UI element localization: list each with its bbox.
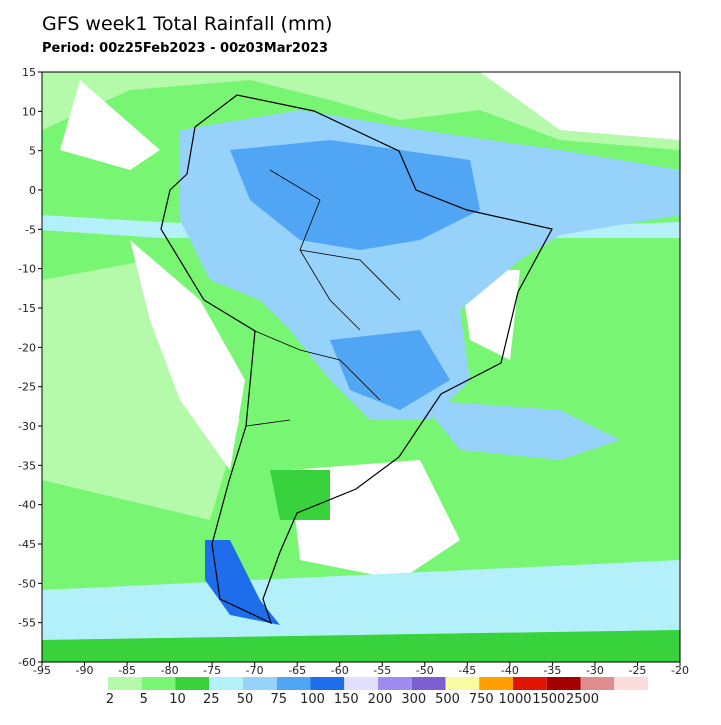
x-tick-label: -75 bbox=[203, 664, 221, 677]
legend-level: 75 bbox=[270, 692, 287, 707]
legend-swatch bbox=[546, 677, 581, 690]
y-tick-label: 10 bbox=[22, 105, 36, 118]
legend-level: 50 bbox=[237, 692, 254, 707]
y-tick-label: -55 bbox=[18, 617, 36, 630]
legend-level: 750 bbox=[469, 692, 494, 707]
legend-level: 100 bbox=[300, 692, 325, 707]
x-tick-label: -40 bbox=[501, 664, 519, 677]
period: Period: 00z25Feb2023 - 00z03Mar2023 bbox=[42, 41, 328, 56]
y-tick-label: -45 bbox=[18, 538, 36, 551]
y-tick-label: -10 bbox=[18, 263, 36, 276]
x-tick-label: -90 bbox=[76, 664, 94, 677]
x-tick-label: -35 bbox=[543, 664, 561, 677]
x-tick-label: -70 bbox=[246, 664, 264, 677]
legend-level: 2 bbox=[106, 692, 114, 707]
legend-level: 1500 bbox=[532, 692, 565, 707]
legend-level: 25 bbox=[203, 692, 220, 707]
y-tick-label: -15 bbox=[18, 302, 36, 315]
legend-level: 2500 bbox=[566, 692, 599, 707]
legend-level: 300 bbox=[401, 692, 426, 707]
x-tick-label: -30 bbox=[586, 664, 604, 677]
legend-swatch bbox=[580, 677, 615, 690]
x-tick-label: -45 bbox=[458, 664, 476, 677]
x-tick-label: -80 bbox=[161, 664, 179, 677]
y-tick-label: -25 bbox=[18, 381, 36, 394]
x-tick-label: -20 bbox=[671, 664, 689, 677]
legend-swatch bbox=[378, 677, 412, 690]
legend-level: 500 bbox=[435, 692, 460, 707]
y-tick-label: -40 bbox=[18, 499, 36, 512]
title: GFS week1 Total Rainfall (mm) bbox=[42, 13, 332, 35]
x-tick-label: -50 bbox=[416, 664, 434, 677]
y-tick-label: -60 bbox=[18, 656, 36, 669]
legend-level: 5 bbox=[140, 692, 148, 707]
legend-swatch bbox=[209, 677, 243, 690]
legend-swatch bbox=[310, 677, 345, 690]
legend-swatch bbox=[243, 677, 277, 690]
x-tick-label: -65 bbox=[288, 664, 306, 677]
y-tick-label: -20 bbox=[18, 341, 36, 354]
legend-swatch bbox=[445, 677, 480, 690]
legend-swatch bbox=[276, 677, 311, 690]
legend-swatch bbox=[175, 677, 210, 690]
y-tick-label: -30 bbox=[18, 420, 36, 433]
x-tick-label: -55 bbox=[373, 664, 391, 677]
x-tick-label: -85 bbox=[118, 664, 136, 677]
x-tick-label: -25 bbox=[628, 664, 646, 677]
legend-swatch bbox=[108, 677, 142, 690]
y-tick-label: -50 bbox=[18, 577, 36, 590]
y-tick-label: -5 bbox=[25, 223, 36, 236]
legend-swatch bbox=[141, 677, 176, 690]
legend-swatch bbox=[411, 677, 446, 690]
y-tick-label: 15 bbox=[22, 66, 36, 79]
legend-level: 10 bbox=[169, 692, 186, 707]
legend-swatch bbox=[513, 677, 547, 690]
map-frame bbox=[41, 71, 681, 663]
y-tick-label: -35 bbox=[18, 459, 36, 472]
y-tick-label: 5 bbox=[29, 145, 36, 158]
x-tick-label: -60 bbox=[331, 664, 349, 677]
legend-swatch bbox=[479, 677, 513, 690]
rain-field bbox=[42, 72, 680, 662]
legend-level: 200 bbox=[368, 692, 393, 707]
x-tick-label: -95 bbox=[33, 664, 51, 677]
legend-level: 1000 bbox=[498, 692, 531, 707]
legend-swatch bbox=[614, 677, 648, 690]
legend-level: 150 bbox=[334, 692, 359, 707]
y-tick-label: 0 bbox=[29, 184, 36, 197]
legend-swatch bbox=[344, 677, 378, 690]
